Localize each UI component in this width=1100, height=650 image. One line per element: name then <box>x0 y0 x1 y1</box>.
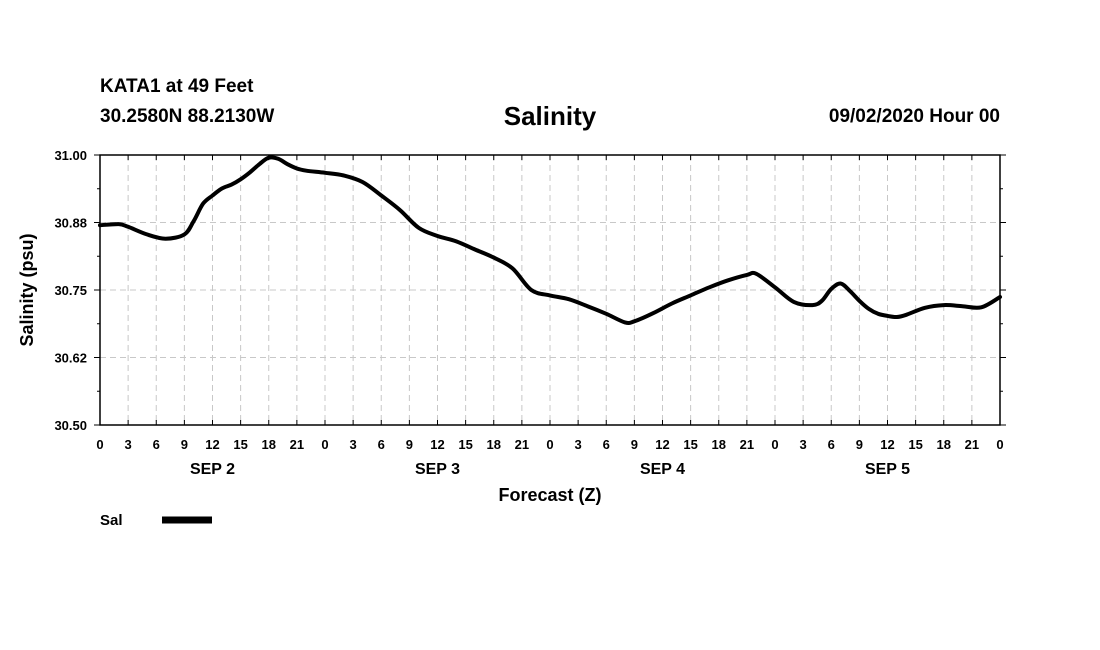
x-tick-label: 18 <box>937 437 951 452</box>
chart-title: Salinity <box>503 101 597 131</box>
day-label: SEP 5 <box>865 461 910 478</box>
y-tick-label: 30.88 <box>54 216 87 231</box>
x-tick-label: 3 <box>800 437 807 452</box>
x-tick-label: 12 <box>880 437 894 452</box>
x-tick-label: 0 <box>546 437 553 452</box>
y-tick-label: 30.75 <box>54 283 87 298</box>
x-tick-label: 18 <box>262 437 276 452</box>
x-tick-label: 15 <box>683 437 697 452</box>
x-tick-label: 21 <box>965 437 979 452</box>
x-tick-label: 12 <box>205 437 219 452</box>
x-tick-label: 0 <box>321 437 328 452</box>
x-tick-label: 6 <box>153 437 160 452</box>
x-tick-label: 15 <box>458 437 472 452</box>
x-tick-label: 12 <box>430 437 444 452</box>
x-tick-label: 18 <box>712 437 726 452</box>
y-tick-labels: 31.00 30.88 30.75 30.62 30.50 <box>54 148 87 433</box>
x-tick-label: 12 <box>655 437 669 452</box>
station-name: KATA1 at 49 Feet <box>100 76 254 97</box>
x-tick-label: 3 <box>350 437 357 452</box>
grid-lines <box>100 155 1000 425</box>
plot-frame <box>99 154 1001 426</box>
y-tick-label: 30.62 <box>54 351 87 366</box>
x-tick-label: 3 <box>575 437 582 452</box>
x-tick-labels: 0 3 6 9 12 15 18 21 0 3 6 9 12 15 18 21 0 3 6 9 12 15 18 21 0 3 6 9… <box>96 437 1003 452</box>
x-tick-label: 21 <box>515 437 529 452</box>
x-tick-label: 0 <box>96 437 103 452</box>
station-coordinates: 30.2580N 88.2130W <box>100 106 275 127</box>
day-label: SEP 4 <box>640 461 685 478</box>
x-tick-label: 15 <box>233 437 247 452</box>
legend: Sal <box>100 512 212 529</box>
y-axis-title: Salinity (psu) <box>17 233 37 346</box>
x-tick-label: 9 <box>631 437 638 452</box>
day-label: SEP 2 <box>190 461 235 478</box>
y-tick-label: 30.50 <box>54 418 87 433</box>
x-axis-title: Forecast (Z) <box>498 485 601 505</box>
x-tick-label: 3 <box>125 437 132 452</box>
x-tick-label: 0 <box>996 437 1003 452</box>
day-label: SEP 3 <box>415 461 460 478</box>
forecast-timestamp: 09/02/2020 Hour 00 <box>828 106 1000 127</box>
y-tick-label: 31.00 <box>54 148 87 163</box>
x-tick-label: 9 <box>406 437 413 452</box>
x-tick-label: 15 <box>908 437 922 452</box>
x-tick-label: 18 <box>487 437 501 452</box>
x-tick-label: 6 <box>603 437 610 452</box>
x-tick-label: 21 <box>290 437 304 452</box>
series-line-sal <box>98 155 1002 326</box>
x-tick-label: 6 <box>828 437 835 452</box>
x-tick-label: 9 <box>856 437 863 452</box>
day-labels: SEP 2 SEP 3 SEP 4 SEP 5 <box>190 461 910 478</box>
x-tick-label: 0 <box>771 437 778 452</box>
x-tick-label: 9 <box>181 437 188 452</box>
x-tick-label: 6 <box>378 437 385 452</box>
x-tick-label: 21 <box>740 437 754 452</box>
legend-label: Sal <box>100 512 123 529</box>
